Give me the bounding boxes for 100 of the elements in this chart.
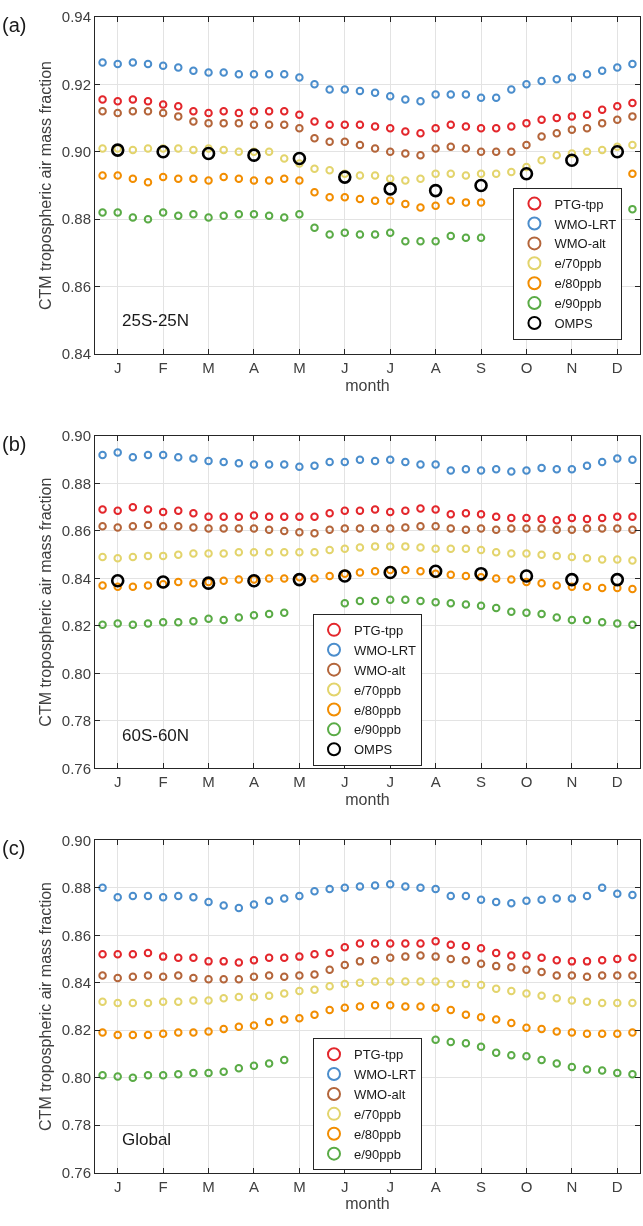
point (355, 957, 365, 966)
point (567, 1062, 577, 1072)
point (428, 183, 443, 198)
point (113, 108, 122, 118)
point (113, 973, 122, 983)
point (143, 144, 153, 153)
point (355, 568, 365, 577)
point (128, 145, 138, 155)
point (628, 112, 637, 121)
point (310, 512, 319, 521)
point (113, 950, 122, 959)
point (628, 890, 637, 900)
point (491, 1015, 501, 1024)
point (204, 118, 213, 128)
point (597, 883, 607, 893)
point (597, 105, 607, 114)
point (476, 959, 486, 968)
point (613, 583, 622, 593)
point (537, 155, 546, 165)
point (355, 194, 365, 204)
point (401, 95, 410, 104)
point (234, 174, 244, 184)
point (219, 107, 228, 116)
point (143, 891, 153, 901)
point (401, 1002, 410, 1011)
point (264, 971, 274, 980)
point (295, 548, 304, 557)
legend-label: e/80ppb (354, 1126, 401, 1142)
point (340, 457, 350, 467)
point (113, 523, 122, 532)
point (98, 58, 107, 67)
point (401, 457, 410, 467)
x-tick-label: A (248, 773, 259, 791)
point (98, 208, 107, 217)
point (491, 169, 501, 178)
point (295, 123, 304, 133)
point (537, 895, 546, 904)
point (310, 134, 319, 143)
chart-title: (c) (2, 837, 26, 859)
point (613, 998, 622, 1008)
point (370, 524, 380, 533)
point (204, 108, 213, 118)
point (628, 998, 637, 1008)
point (401, 939, 410, 948)
point (310, 164, 319, 173)
point (249, 511, 259, 520)
point (552, 581, 561, 590)
point (204, 957, 213, 966)
point (355, 140, 365, 150)
point (613, 619, 622, 628)
point (446, 544, 456, 553)
point (461, 525, 471, 534)
point (174, 63, 183, 72)
point (613, 142, 622, 151)
point (507, 167, 516, 177)
x-tick-label: S (476, 773, 487, 791)
point (522, 466, 531, 475)
point (416, 977, 425, 986)
point (310, 117, 319, 126)
point (613, 102, 622, 111)
point (247, 148, 261, 162)
point (249, 955, 259, 965)
point (128, 552, 138, 562)
point (98, 1071, 107, 1080)
point (340, 883, 350, 893)
point (264, 512, 274, 521)
point (522, 1023, 531, 1033)
point (310, 887, 319, 896)
point (340, 544, 350, 553)
point (597, 66, 607, 76)
point (113, 96, 122, 106)
point (613, 454, 622, 463)
point (355, 596, 365, 606)
point (355, 120, 365, 130)
point (204, 213, 213, 222)
point (613, 1029, 622, 1039)
point (628, 1028, 637, 1037)
point (234, 903, 244, 913)
point (491, 123, 501, 133)
point (552, 464, 561, 474)
point (446, 599, 456, 608)
y-tick-label: 0.88 (61, 474, 91, 492)
point (582, 972, 592, 982)
point (219, 901, 228, 910)
point (385, 939, 395, 948)
x-tick-label: N (566, 1177, 578, 1195)
point (552, 613, 561, 622)
point (340, 85, 350, 94)
point (385, 147, 395, 157)
point (507, 575, 516, 584)
point (295, 209, 304, 219)
point (461, 544, 471, 553)
point (158, 208, 168, 217)
point (613, 63, 622, 72)
legend-label: WMO-alt (354, 1087, 406, 1103)
point (597, 971, 607, 980)
point (113, 59, 122, 69)
point (174, 618, 183, 627)
point (219, 576, 228, 586)
chart-title: (a) (2, 14, 27, 36)
